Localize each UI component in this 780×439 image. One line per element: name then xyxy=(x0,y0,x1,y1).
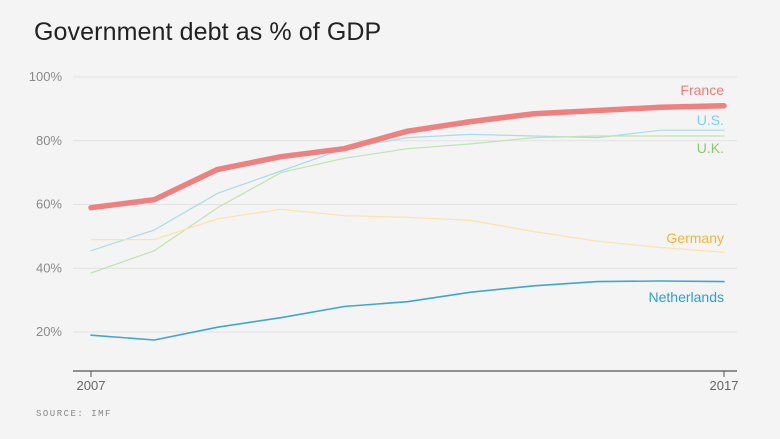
series-label-france: France xyxy=(680,82,724,98)
series-line-france xyxy=(88,102,727,211)
series-lines xyxy=(88,102,727,341)
series-label-us: U.S. xyxy=(697,112,724,128)
y-tick-label: 100% xyxy=(29,69,63,84)
x-tick-label: 2007 xyxy=(77,378,106,393)
y-tick-label: 60% xyxy=(36,197,62,212)
y-tick-label: 80% xyxy=(36,133,62,148)
x-tick-label: 2017 xyxy=(710,378,739,393)
series-label-uk: U.K. xyxy=(697,140,724,156)
y-tick-label: 20% xyxy=(36,324,62,339)
series-label-netherlands: Netherlands xyxy=(649,289,725,305)
series-line-germany xyxy=(90,208,725,253)
grid-lines xyxy=(73,76,737,333)
series-line-uk xyxy=(90,135,725,274)
series-line-us xyxy=(90,129,725,252)
y-axis-ticks: 20% 40% 60% 80% 100% xyxy=(29,69,63,339)
series-line-netherlands xyxy=(90,280,725,341)
source-note: SOURCE: IMF xyxy=(36,409,112,419)
series-labels: France U.S. U.K. Germany Netherlands xyxy=(649,82,725,305)
x-axis: 2007 2017 xyxy=(73,370,739,393)
y-tick-label: 40% xyxy=(36,260,62,275)
chart-title: Government debt as % of GDP xyxy=(34,18,382,46)
series-label-germany: Germany xyxy=(666,230,724,246)
